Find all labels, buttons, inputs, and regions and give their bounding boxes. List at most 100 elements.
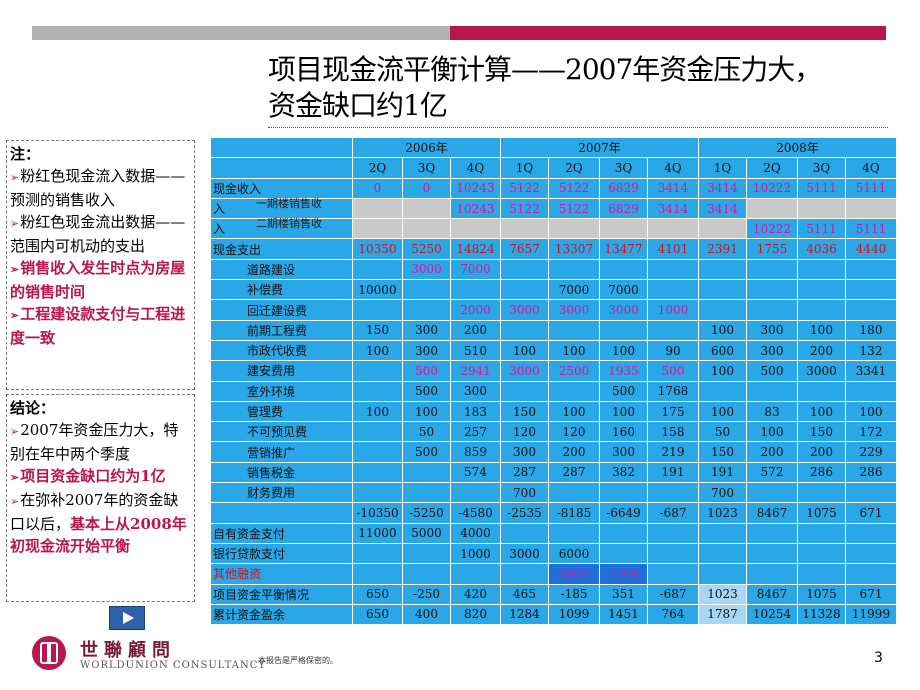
- table-cell: 500: [599, 380, 648, 402]
- note-item: ➢粉红色现金流出数据——范围内可机动的支出: [10, 213, 186, 255]
- table-cell: 465: [500, 583, 549, 605]
- table-cell: 351: [599, 583, 648, 605]
- table-cell: 5250: [402, 238, 451, 260]
- table-cell: 287: [548, 461, 600, 484]
- arrow-bullet-icon: ➢: [10, 471, 20, 484]
- table-cell: [402, 482, 451, 504]
- arrow-bullet-icon: ➢: [10, 217, 20, 230]
- notes-heading: 注：: [10, 145, 41, 163]
- table-cell: [647, 258, 699, 281]
- table-cell: 286: [797, 461, 846, 484]
- table-cell: [352, 360, 403, 382]
- table-cell: 0: [402, 177, 451, 199]
- table-cell: [797, 197, 846, 220]
- table-cell: [698, 542, 747, 565]
- table-row: 其他融资 2000 7000: [210, 563, 897, 585]
- table-cell: 300: [402, 339, 451, 362]
- table-row: 营销推广 500 859 300 200 300 219 150 200 200 229: [210, 441, 897, 463]
- table-row: 现金收入 0 0 10243 5122 5122 6829 3414 3414 10222 5111…: [210, 177, 897, 199]
- table-cell: 5000: [402, 522, 451, 544]
- table-cell: 7000: [599, 563, 648, 585]
- row-label: 现金支出: [210, 238, 353, 260]
- table-cell: 13477: [599, 238, 648, 260]
- table-cell: 3414: [698, 177, 747, 199]
- table-cell: 175: [647, 400, 699, 423]
- table-cell: 200: [746, 441, 798, 463]
- table-cell: 572: [746, 461, 798, 484]
- table-cell: 3414: [647, 177, 699, 199]
- table-cell: [797, 299, 846, 321]
- table-cell: 1023: [698, 583, 747, 605]
- table-cell: 4036: [797, 238, 846, 260]
- table-cell: -10350: [352, 502, 403, 524]
- table-cell: [746, 299, 798, 321]
- table-cell: 1099: [548, 603, 600, 626]
- table-cell: 10243: [450, 177, 501, 199]
- table-cell: 200: [797, 339, 846, 362]
- table-cell: 10254: [746, 603, 798, 626]
- table-cell: 3341: [845, 360, 897, 382]
- table-cell: 83: [746, 400, 798, 423]
- table-cell: 6829: [599, 177, 648, 199]
- table-cell: [599, 482, 648, 504]
- table-cell: 4101: [647, 238, 699, 260]
- table-cell: 100: [698, 319, 747, 341]
- table-cell: 7000: [548, 279, 600, 301]
- next-slide-button[interactable]: [109, 606, 145, 630]
- table-cell: 50: [402, 421, 451, 443]
- table-row: 现金支出 10350 5250 14824 7657 13307 13477 4101 2391…: [210, 238, 897, 260]
- notes-panel: 注： ➢粉红色现金流入数据——预测的销售收入 ➢粉红色现金流出数据——范围内可机…: [6, 140, 195, 390]
- row-label: 管理费: [210, 400, 353, 423]
- table-cell: [500, 319, 549, 341]
- table-cell: 150: [352, 319, 403, 341]
- table-cell: 6000: [548, 542, 600, 565]
- row-label: 项目资金平衡情况: [210, 583, 353, 605]
- table-cell: [746, 542, 798, 565]
- table-row: 道路建设 3000 7000: [210, 258, 897, 281]
- table-cell: 671: [845, 583, 897, 605]
- table-cell: [548, 218, 600, 240]
- table-cell: 132: [845, 339, 897, 362]
- table-cell: 3414: [698, 197, 747, 220]
- table-cell: [698, 522, 747, 544]
- table-cell: 100: [698, 360, 747, 382]
- year-header-row: 2006年 2007年 2008年: [210, 136, 897, 159]
- table-cell: -687: [647, 583, 699, 605]
- slide-title: 项目现金流平衡计算——2007年资金压力大， 资金缺口约1亿: [268, 52, 908, 124]
- table-row: 销售税金 574 287 287 382 191 191 572 286 286: [210, 461, 897, 484]
- table-cell: 172: [845, 421, 897, 443]
- table-cell: 650: [352, 603, 403, 626]
- table-cell: [500, 563, 549, 585]
- table-cell: 2391: [698, 238, 747, 260]
- table-cell: 7657: [500, 238, 549, 260]
- table-cell: 100: [698, 400, 747, 423]
- table-row: 回迁建设费 2000 3000 3000 3000 1000: [210, 299, 897, 321]
- table-cell: [797, 380, 846, 402]
- table-cell: [698, 279, 747, 301]
- table-cell: [746, 482, 798, 504]
- table-cell: 10350: [352, 238, 403, 260]
- table-cell: [698, 380, 747, 402]
- table-cell: [450, 563, 501, 585]
- conclusion-item: ➢2007年资金压力大，特别在年中两个季度: [10, 421, 179, 463]
- row-label: 其他融资: [210, 563, 353, 585]
- row-label: 现金收入: [210, 177, 353, 199]
- row-label: 入: [210, 218, 353, 240]
- conclusion-item: ➢在弥补2007年的资金缺口以后，基本上从2008年初现金流开始平衡: [10, 491, 187, 555]
- table-cell: [845, 563, 897, 585]
- table-cell: 1023: [698, 502, 747, 524]
- table-cell: [797, 279, 846, 301]
- table-cell: [698, 563, 747, 585]
- table-cell: [797, 522, 846, 544]
- title-line-2: 资金缺口约1亿: [268, 89, 448, 122]
- table-cell: [845, 542, 897, 565]
- table-cell: 2500: [548, 360, 600, 382]
- year-header: 2006年: [352, 136, 501, 159]
- title-line-1: 项目现金流平衡计算——2007年资金压力大，: [268, 53, 822, 86]
- confidential-note: 本报告是严格保密的。: [258, 656, 338, 665]
- quarter-header: 3Q: [797, 157, 846, 179]
- table-cell: [647, 279, 699, 301]
- table-cell: 300: [450, 380, 501, 402]
- table-cell: 764: [647, 603, 699, 626]
- table-cell: 5111: [797, 218, 846, 240]
